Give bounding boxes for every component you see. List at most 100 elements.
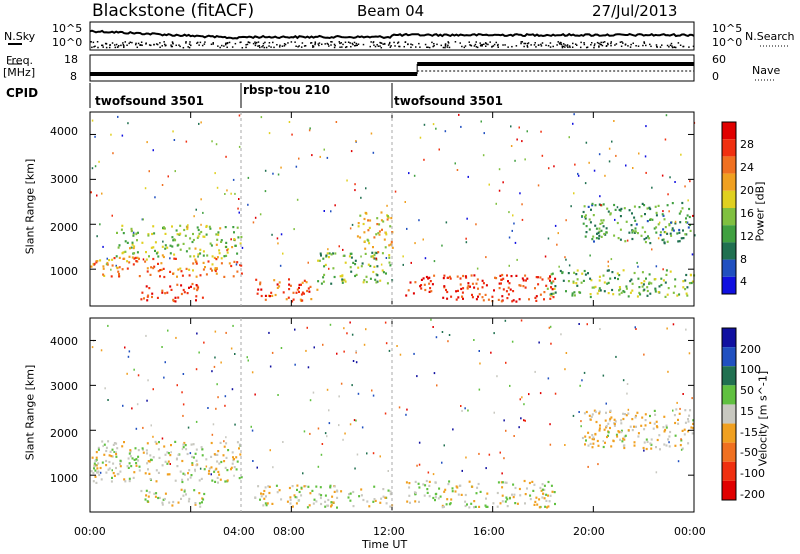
nsearch-dot <box>682 45 685 48</box>
power-cell <box>545 284 548 287</box>
velocity-cell <box>112 462 115 465</box>
velocity-cell <box>529 494 532 497</box>
nsearch-dot <box>105 42 108 45</box>
power-noise-cell <box>279 264 282 267</box>
velocity-noise-cell <box>441 461 443 464</box>
velocity-cell <box>233 466 236 469</box>
velocity-noise-cell <box>100 349 103 352</box>
velocity-noise-cell <box>211 370 213 373</box>
velocity-cell <box>286 500 289 503</box>
power-cell <box>543 291 546 294</box>
velocity-cell <box>550 484 553 487</box>
velocity-cell <box>368 505 371 508</box>
power-cell <box>310 298 313 301</box>
power-cell <box>636 295 639 298</box>
power-cell <box>190 285 192 288</box>
power-cell <box>619 228 622 231</box>
velocity-noise-cell <box>464 407 466 410</box>
velocity-cell <box>182 494 185 497</box>
velocity-cell <box>103 443 106 446</box>
power-cell <box>589 293 592 296</box>
power-cell <box>457 289 459 292</box>
power-noise-cell <box>132 231 135 234</box>
velocity-cell <box>640 424 643 427</box>
power-cell <box>232 275 235 278</box>
power-cell <box>500 300 503 303</box>
velocity-cell <box>187 472 189 475</box>
velocity-cell <box>414 493 417 496</box>
power-cell <box>164 292 167 295</box>
velocity-cell <box>157 496 160 500</box>
nsearch-dot <box>224 43 227 45</box>
power-cell <box>461 295 463 298</box>
nsearch-dot <box>226 46 228 49</box>
power-cell <box>389 264 392 267</box>
power-cell <box>561 271 564 275</box>
power-cell <box>599 289 602 292</box>
velocity-noise-cell <box>461 409 463 412</box>
velocity-cell <box>536 503 539 506</box>
nsearch-dot <box>574 43 577 45</box>
nsearch-dot <box>268 41 271 44</box>
velocity-cell <box>592 436 595 439</box>
velocity-cell <box>425 479 428 483</box>
power-cell <box>482 282 485 285</box>
power-cell <box>159 275 161 278</box>
velocity-noise-cell <box>220 361 222 364</box>
velocity-cell <box>94 475 97 478</box>
velocity-noise-cell <box>355 361 358 364</box>
nsearch-dot <box>557 41 559 43</box>
velocity-cell <box>182 443 185 446</box>
power-noise-cell <box>565 219 567 222</box>
velocity-cell <box>113 474 116 477</box>
nsearch-dot <box>428 46 431 49</box>
power-cell <box>120 228 123 231</box>
power-cell <box>638 286 641 289</box>
nsearch-dot <box>140 44 142 46</box>
power-cell <box>204 266 206 269</box>
nsearch-dot <box>262 42 265 45</box>
power-noise-cell <box>438 148 440 151</box>
nsearch-dot <box>140 41 143 43</box>
velocity-noise-cell <box>587 465 589 468</box>
power-cell <box>657 223 660 226</box>
velocity-noise-cell <box>357 392 360 395</box>
velocity-cell <box>174 479 177 482</box>
nsearch-dot <box>670 42 673 45</box>
nsearch-dot <box>379 45 381 47</box>
velocity-cell <box>604 419 607 422</box>
velocity-cell <box>198 479 201 482</box>
nsearch-dot <box>485 43 488 45</box>
power-noise-cell <box>291 133 293 136</box>
nsearch-dot <box>593 44 596 47</box>
power-cell <box>148 255 150 258</box>
power-cell <box>525 279 527 282</box>
power-cell <box>130 230 133 233</box>
velocity-cell <box>211 479 214 482</box>
power-cell <box>649 207 652 211</box>
power-noise-cell <box>96 235 98 238</box>
power-cell <box>507 293 510 296</box>
velocity-noise-cell <box>340 382 343 385</box>
power-cell <box>534 287 536 290</box>
velocity-cell <box>101 440 104 443</box>
power-cell <box>298 283 301 286</box>
power-cell <box>385 233 388 236</box>
nsearch-dot <box>217 45 219 47</box>
velocity-noise-cell <box>627 408 630 411</box>
velocity-cell <box>352 490 355 494</box>
power-cell <box>376 223 379 226</box>
velocity-cell <box>304 485 307 488</box>
velocity-cell <box>172 500 175 504</box>
freq-unit: [MHz] <box>3 66 36 79</box>
power-cell <box>134 256 137 259</box>
velocity-noise-cell <box>124 346 126 349</box>
power-noise-cell <box>616 206 619 209</box>
power-noise-cell <box>406 227 408 230</box>
velocity-cell <box>616 435 619 438</box>
power-cell <box>373 257 376 260</box>
velocity-cell <box>668 435 671 438</box>
power-cell <box>595 237 598 240</box>
power-cell <box>419 285 422 288</box>
velocity-cell <box>96 467 99 470</box>
